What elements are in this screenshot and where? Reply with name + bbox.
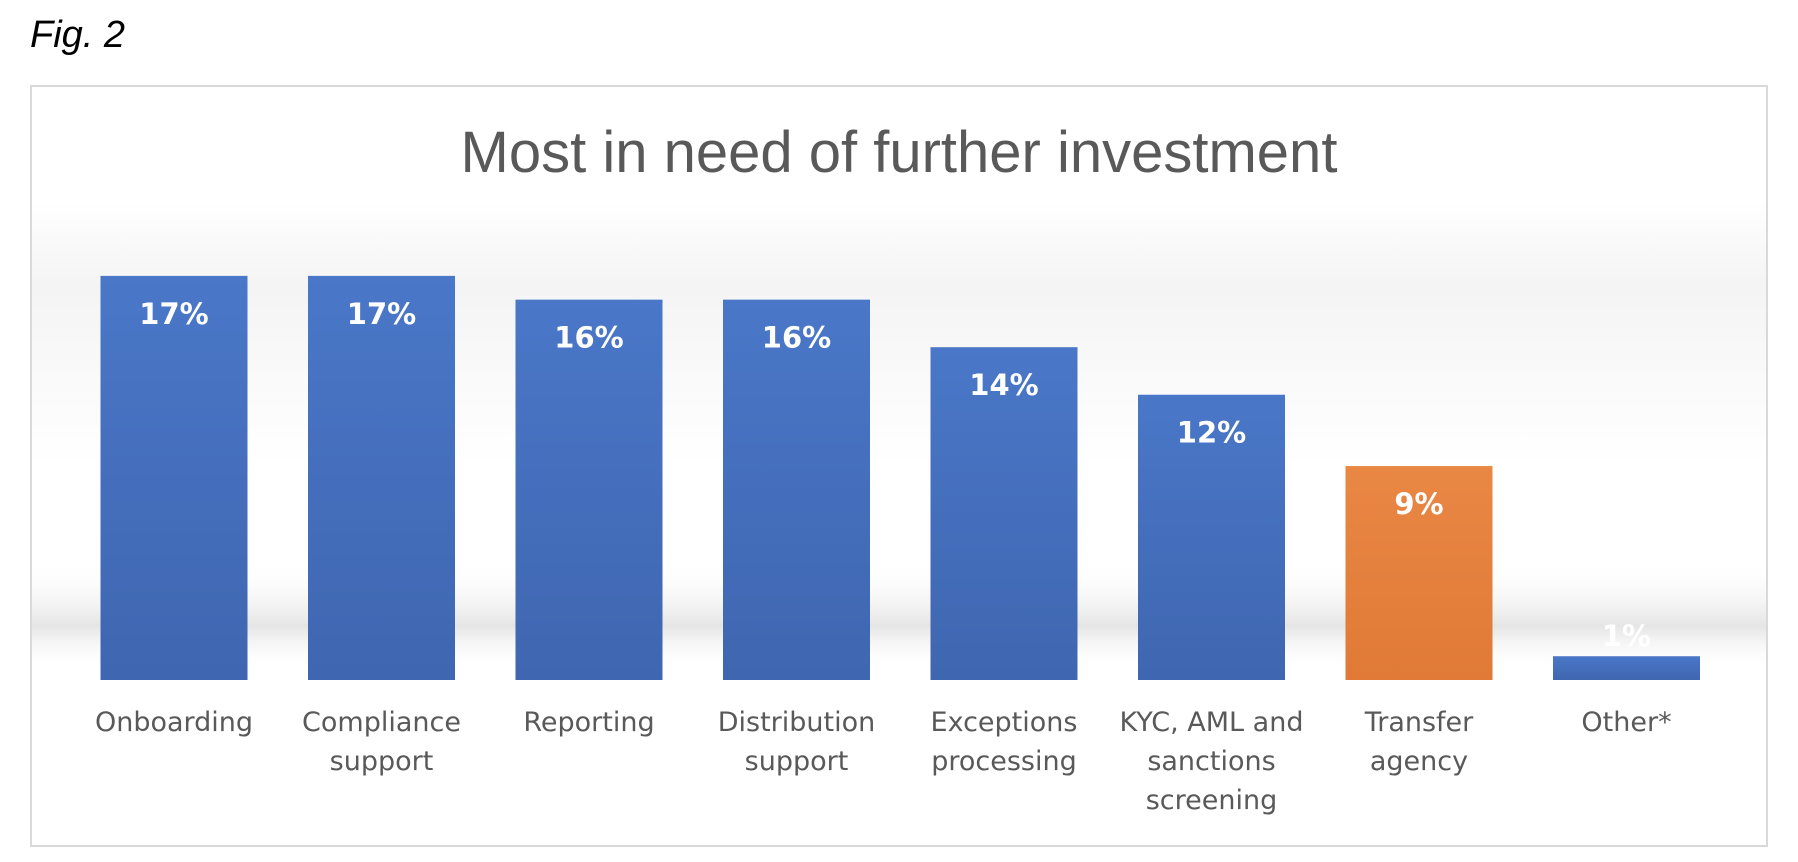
value-label-compliance-support: 17% bbox=[347, 297, 416, 331]
category-label-line: support bbox=[330, 746, 434, 777]
category-label-transfer-agency: Transfer agency bbox=[1364, 707, 1474, 777]
value-labels-layer: 17% 17% 16% 16% 14% 12% 9% 1% bbox=[139, 297, 1651, 653]
category-label-exceptions-processing: Exceptions processing bbox=[931, 707, 1078, 777]
bar-onboarding bbox=[100, 275, 248, 680]
value-label-onboarding: 17% bbox=[139, 297, 208, 331]
category-label-line: screening bbox=[1146, 785, 1278, 816]
bar-exceptions-processing bbox=[930, 347, 1078, 680]
bar-kyc-aml-and-sanctions-screening bbox=[1138, 394, 1285, 680]
category-label-line: KYC, AML and bbox=[1120, 707, 1304, 738]
category-label-line: sanctions bbox=[1147, 746, 1275, 777]
category-label-kyc-aml-and-sanctions-screening: KYC, AML and sanctions screening bbox=[1120, 707, 1304, 816]
bar-transfer-agency bbox=[1345, 466, 1493, 680]
category-label-line: Transfer bbox=[1364, 707, 1474, 738]
floor-shadow bbox=[32, 560, 1766, 670]
category-label-onboarding: Onboarding bbox=[95, 707, 253, 738]
bar-reporting bbox=[515, 299, 663, 680]
category-label-line: Onboarding bbox=[95, 707, 253, 738]
value-label-other: 1% bbox=[1602, 619, 1651, 653]
value-label-kyc-aml-and-sanctions-screening: 12% bbox=[1177, 416, 1246, 450]
chart-title: Most in need of further investment bbox=[461, 120, 1338, 185]
category-label-reporting: Reporting bbox=[523, 707, 654, 738]
category-label-line: Reporting bbox=[523, 707, 654, 738]
category-label-distribution-support: Distribution support bbox=[718, 707, 876, 777]
category-label-line: Compliance bbox=[302, 707, 461, 738]
category-label-line: processing bbox=[931, 746, 1077, 777]
value-label-distribution-support: 16% bbox=[762, 321, 831, 355]
category-label-line: Distribution bbox=[718, 707, 876, 738]
bar-compliance-support bbox=[308, 275, 455, 680]
category-label-line: support bbox=[745, 746, 849, 777]
bar-distribution-support bbox=[723, 299, 870, 680]
value-label-transfer-agency: 9% bbox=[1394, 487, 1443, 521]
category-label-line: agency bbox=[1370, 746, 1468, 777]
value-label-exceptions-processing: 14% bbox=[969, 368, 1038, 402]
bars-layer bbox=[100, 275, 1700, 680]
category-label-other: Other* bbox=[1581, 707, 1671, 738]
category-label-compliance-support: Compliance support bbox=[302, 707, 461, 777]
bar-other bbox=[1553, 656, 1700, 680]
figure-label: Fig. 2 bbox=[30, 14, 126, 56]
value-label-reporting: 16% bbox=[554, 321, 623, 355]
category-label-line: Other* bbox=[1581, 707, 1671, 738]
category-labels-layer: Onboarding Compliance support Reporting Dist… bbox=[95, 707, 1672, 816]
category-label-line: Exceptions bbox=[931, 707, 1078, 738]
